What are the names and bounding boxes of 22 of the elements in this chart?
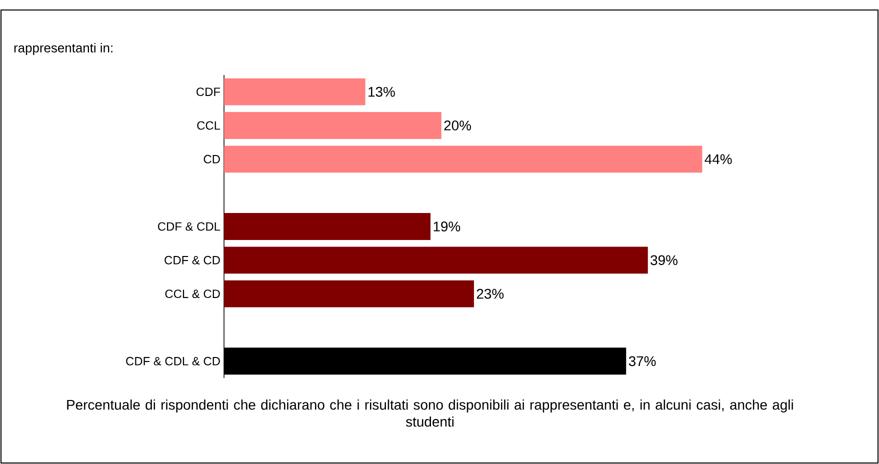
data-label: 23% (476, 288, 504, 299)
data-label: 19% (434, 222, 460, 232)
y-tick-label: CD (204, 154, 220, 164)
text: rappresentanti in: (14, 42, 112, 56)
data-label: 44% (704, 154, 732, 164)
y-tick-label: CDF (196, 88, 220, 96)
y-tick-label: CCL (197, 121, 220, 130)
data-label: 39% (650, 255, 678, 266)
y-tick-label: CCL & CD (165, 290, 220, 298)
bar (224, 78, 366, 106)
bar (224, 213, 430, 240)
text: Percentuale di rispondenti che dichiarano che i risultati sono disponibili ai rappresentanti e, in alcuni casi, anche agli studenti (67, 400, 793, 427)
y-tick-label: CDF & CD (164, 256, 220, 264)
bar (224, 246, 648, 274)
y-tick-label: CDF & CDL (158, 222, 220, 231)
bar (224, 146, 702, 173)
bar (224, 112, 442, 139)
bar (224, 280, 474, 308)
y-tick-label: CDF & CDL & CD (126, 356, 220, 366)
data-label: 13% (368, 86, 395, 97)
data-label: 37% (628, 356, 656, 366)
data-label: 20% (444, 120, 471, 130)
